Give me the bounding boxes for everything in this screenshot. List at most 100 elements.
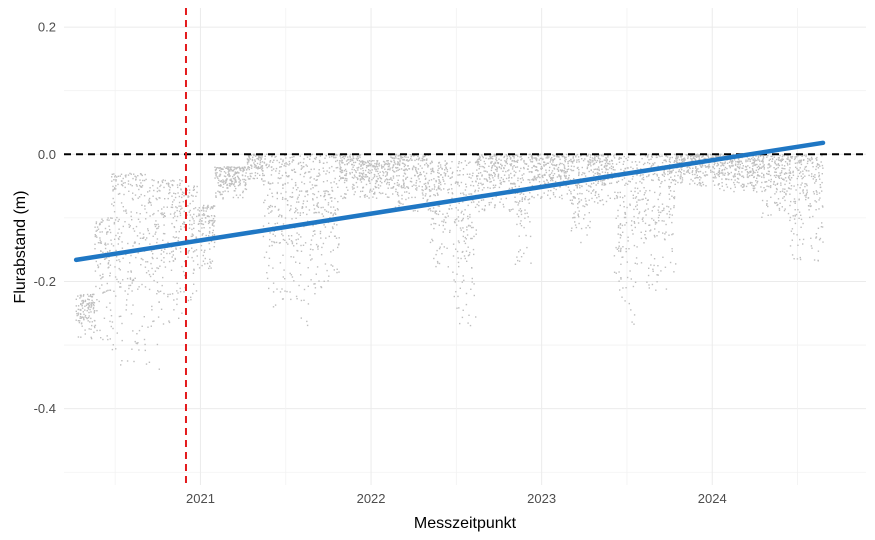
data-point (312, 187, 314, 189)
data-point (328, 171, 330, 174)
data-point (82, 299, 84, 302)
data-point (454, 221, 456, 224)
data-point (655, 289, 657, 291)
data-point (142, 233, 145, 235)
data-point (359, 178, 362, 180)
data-point (561, 194, 563, 197)
data-point (199, 218, 201, 221)
data-point (364, 161, 367, 163)
data-point (332, 213, 335, 215)
data-point (480, 159, 482, 161)
data-point (722, 154, 724, 157)
data-point (493, 179, 495, 181)
data-point (492, 184, 495, 186)
data-point (279, 177, 281, 180)
data-point (82, 301, 85, 303)
data-point (531, 185, 534, 187)
data-point (783, 196, 785, 198)
data-point (746, 168, 748, 171)
data-point (605, 161, 608, 163)
data-point (687, 156, 689, 158)
data-point (550, 158, 552, 160)
data-point (227, 171, 230, 173)
data-point (702, 155, 704, 158)
data-point (751, 182, 753, 184)
data-point (94, 235, 96, 238)
data-point (156, 198, 158, 201)
data-point (740, 160, 742, 163)
data-point (500, 181, 502, 184)
data-point (793, 200, 795, 203)
data-point (119, 269, 121, 271)
data-point (176, 290, 178, 292)
data-point (360, 164, 362, 166)
data-point (402, 179, 404, 181)
data-point (121, 360, 123, 362)
data-point (123, 210, 125, 212)
data-point (816, 163, 819, 166)
data-point (613, 271, 616, 273)
data-point (215, 175, 217, 177)
data-point (356, 159, 359, 161)
data-point (392, 177, 395, 179)
data-point (634, 154, 637, 156)
data-point (797, 244, 799, 246)
data-point (167, 295, 169, 298)
data-point (254, 160, 256, 162)
data-point (756, 180, 759, 183)
data-point (790, 230, 793, 232)
data-point (392, 164, 395, 167)
data-point (496, 170, 498, 172)
data-point (822, 206, 824, 208)
data-point (626, 261, 628, 263)
data-point (464, 242, 467, 245)
data-point (157, 210, 159, 212)
data-point (219, 167, 221, 169)
data-point (295, 217, 297, 219)
data-point (544, 164, 547, 166)
data-point (813, 193, 815, 195)
data-point (352, 183, 354, 186)
data-point (642, 198, 644, 200)
data-point (156, 257, 158, 259)
data-point (787, 158, 789, 160)
data-point (360, 161, 362, 163)
data-point (699, 164, 701, 166)
data-point (567, 186, 570, 188)
data-point (415, 188, 417, 190)
data-point (397, 162, 400, 164)
data-point (468, 176, 470, 178)
data-point (89, 321, 91, 323)
data-point (768, 164, 771, 166)
data-point (778, 157, 780, 159)
data-point (175, 231, 177, 233)
data-point (412, 165, 415, 167)
data-point (628, 302, 630, 305)
data-point (374, 166, 376, 168)
x-tick-label: 2021 (186, 491, 215, 506)
data-point (774, 201, 776, 204)
data-point (250, 175, 252, 178)
data-point (199, 230, 201, 233)
data-point (360, 181, 363, 183)
data-point (662, 232, 664, 234)
data-point (512, 183, 514, 185)
data-point (659, 192, 662, 195)
data-point (115, 188, 117, 190)
data-point (134, 242, 136, 244)
data-point (615, 163, 618, 165)
data-point (273, 241, 275, 243)
data-point (761, 172, 763, 174)
data-point (179, 291, 182, 293)
data-point (111, 173, 113, 175)
data-point (658, 206, 660, 208)
data-point (125, 210, 127, 212)
data-point (528, 171, 530, 173)
data-point (151, 267, 153, 270)
data-point (571, 227, 573, 229)
data-point (198, 210, 201, 212)
data-point (726, 186, 729, 188)
data-point (408, 192, 410, 194)
data-point (570, 158, 572, 161)
data-point (528, 202, 530, 204)
